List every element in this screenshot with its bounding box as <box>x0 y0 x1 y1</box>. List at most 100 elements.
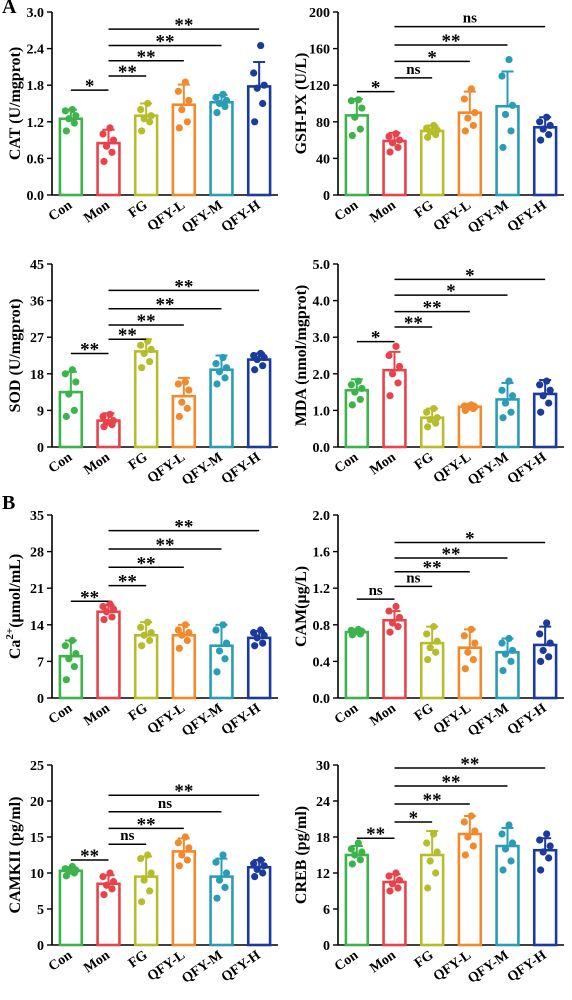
data-point <box>505 634 513 643</box>
data-point <box>106 410 114 419</box>
data-point <box>183 118 191 126</box>
data-point <box>461 851 469 859</box>
data-point <box>109 416 118 425</box>
data-point <box>545 399 553 407</box>
data-point <box>385 872 393 880</box>
data-point <box>505 377 513 385</box>
x-tick-label: Con <box>332 701 361 728</box>
significance-label: ** <box>118 572 137 593</box>
x-tick-label: QFY-H <box>505 450 550 487</box>
data-point <box>61 370 69 378</box>
significance-label: ns <box>463 11 477 27</box>
data-point <box>221 102 229 111</box>
x-tick-label: QFY-H <box>505 948 550 985</box>
x-tick-label: FG <box>412 198 437 222</box>
data-point <box>102 142 111 150</box>
data-point <box>469 655 477 664</box>
data-point <box>251 366 259 374</box>
y-tick-label: 3.0 <box>27 6 45 21</box>
x-tick-label: QFY-H <box>505 701 550 738</box>
y-tick-label: 5.0 <box>313 258 331 273</box>
data-point <box>99 412 107 421</box>
significance-label: * <box>465 265 475 286</box>
data-point <box>537 408 545 416</box>
data-point <box>99 602 107 611</box>
data-point <box>460 632 468 640</box>
data-point <box>213 894 221 902</box>
data-point <box>536 630 544 638</box>
data-point <box>507 857 515 865</box>
data-point <box>178 398 186 406</box>
bar <box>246 358 272 449</box>
y-tick-label: 27 <box>30 331 44 346</box>
data-point <box>356 395 364 404</box>
y-axis-title: CAM(μg/L) <box>293 566 310 647</box>
data-point <box>386 628 394 636</box>
data-point <box>102 881 111 889</box>
data-point <box>178 851 186 859</box>
y-tick-label: 12 <box>316 867 330 882</box>
bar <box>133 350 159 449</box>
x-tick-label: FG <box>412 948 437 972</box>
data-point <box>507 408 515 416</box>
data-point <box>109 878 118 886</box>
data-point <box>175 412 183 421</box>
data-point <box>146 887 154 895</box>
x-tick-label: QFY-M <box>465 948 511 987</box>
x-tick-label: Con <box>46 198 75 225</box>
x-tick-label: QFY-H <box>219 450 264 487</box>
data-point <box>546 386 554 394</box>
y-tick-label: 1.2 <box>27 116 45 131</box>
data-point <box>351 388 359 396</box>
significance-label: * <box>409 808 419 829</box>
data-point <box>539 392 547 400</box>
y-tick-label: 5 <box>37 903 44 918</box>
data-point <box>257 349 265 358</box>
bar <box>457 405 483 449</box>
data-point <box>106 869 114 877</box>
data-point <box>392 869 400 877</box>
significance-label: * <box>85 76 95 97</box>
data-point <box>358 848 366 856</box>
y-axis-title: CAMKII (pg/ml) <box>7 797 24 914</box>
data-point <box>61 107 69 115</box>
significance-label: ** <box>137 553 156 574</box>
bar <box>344 853 370 947</box>
y-tick-label: 200 <box>309 6 330 21</box>
y-tick-label: 21 <box>30 582 44 597</box>
significance-label: ** <box>366 824 385 845</box>
data-point <box>423 124 431 132</box>
data-point <box>106 124 114 132</box>
data-point <box>100 615 108 624</box>
data-point <box>501 110 510 119</box>
data-point <box>385 351 393 360</box>
data-point <box>99 130 107 138</box>
significance-label: ns <box>406 570 420 586</box>
bar <box>209 368 234 449</box>
x-tick-label: QFY-H <box>505 198 550 235</box>
data-point <box>183 404 191 412</box>
data-point <box>543 830 551 838</box>
y-tick-label: 0.0 <box>27 189 45 204</box>
x-tick-label: QFY-H <box>219 198 264 235</box>
data-point <box>140 115 148 123</box>
data-point <box>430 830 438 838</box>
bar <box>532 125 558 197</box>
data-point <box>395 136 404 144</box>
data-point <box>259 639 267 647</box>
data-point <box>536 118 544 126</box>
data-point <box>137 855 145 863</box>
data-point <box>388 139 397 147</box>
significance-label: ns <box>158 796 172 812</box>
y-tick-label: 36 <box>30 295 44 310</box>
x-tick-label: QFY-M <box>179 701 225 740</box>
data-point <box>106 600 114 608</box>
data-point <box>348 131 356 140</box>
data-point <box>499 666 507 675</box>
data-point <box>61 865 69 873</box>
data-point <box>72 378 80 386</box>
data-point <box>546 639 554 647</box>
data-point <box>185 844 193 852</box>
x-tick-label: Con <box>46 450 75 477</box>
y-tick-label: 2.0 <box>313 368 331 383</box>
